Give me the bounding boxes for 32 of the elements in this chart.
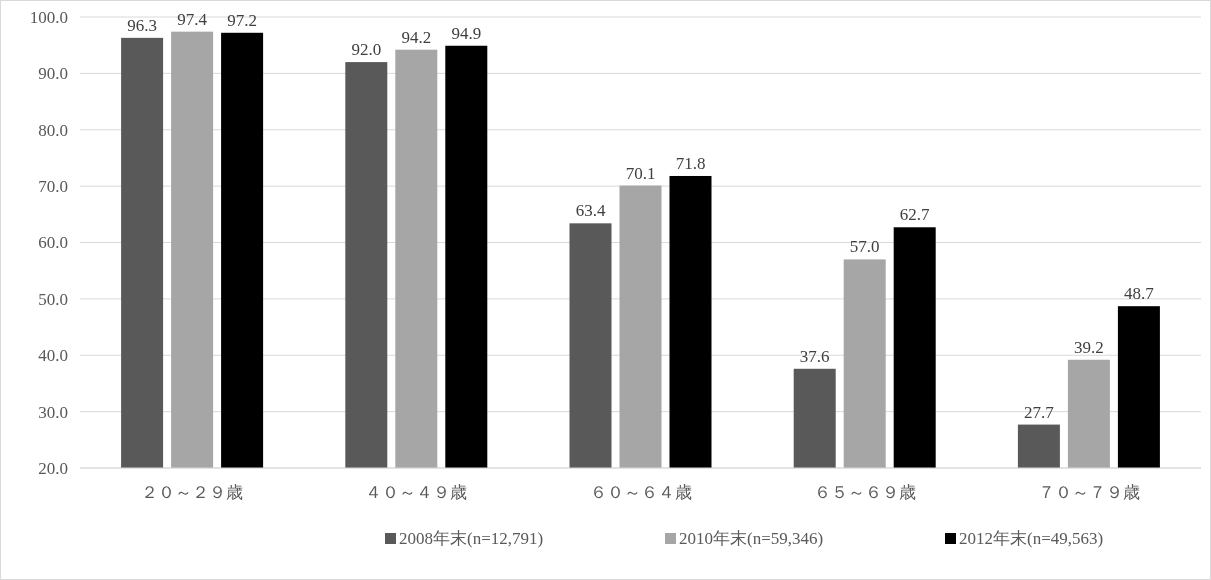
data-label: 71.8 (675, 153, 706, 173)
data-label: 57.0 (849, 237, 880, 257)
y-tick-label: 90.0 (38, 64, 68, 84)
data-label: 97.4 (177, 9, 208, 29)
x-tick-label: ２０～２９歳 (141, 483, 244, 502)
legend-label: 2010年末(n=59,346) (679, 529, 824, 548)
data-label: 48.7 (1124, 284, 1155, 304)
data-label: 94.9 (451, 23, 482, 43)
data-label: 63.4 (575, 201, 606, 221)
y-tick-label: 30.0 (38, 402, 68, 422)
y-tick-label: 70.0 (38, 177, 68, 197)
y-tick-label: 100.0 (29, 7, 68, 27)
data-label: 27.7 (1024, 402, 1055, 422)
data-label: 62.7 (899, 205, 931, 225)
data-label: 70.1 (625, 163, 656, 183)
data-label: 37.6 (799, 346, 830, 366)
y-tick-label: 50.0 (38, 289, 68, 309)
y-tick-label: 40.0 (38, 346, 68, 366)
x-tick-label: ６５～６９歳 (813, 483, 916, 502)
x-tick-label: ６０～６４歳 (589, 483, 692, 502)
x-tick-label: ７０～７９歳 (1037, 483, 1140, 502)
data-label: 94.2 (401, 27, 432, 47)
y-tick-label: 80.0 (38, 120, 68, 140)
legend-label: 2008年末(n=12,791) (399, 529, 544, 548)
x-tick-label: ４０～４９歳 (365, 483, 468, 502)
data-label: 39.2 (1074, 337, 1104, 357)
data-label: 92.0 (351, 40, 382, 60)
y-tick-label: 20.0 (38, 458, 68, 478)
legend-label: 2012年末(n=49,563) (959, 529, 1104, 548)
y-tick-label: 60.0 (38, 233, 68, 253)
data-label: 96.3 (127, 15, 157, 35)
data-label: 97.2 (227, 10, 257, 30)
